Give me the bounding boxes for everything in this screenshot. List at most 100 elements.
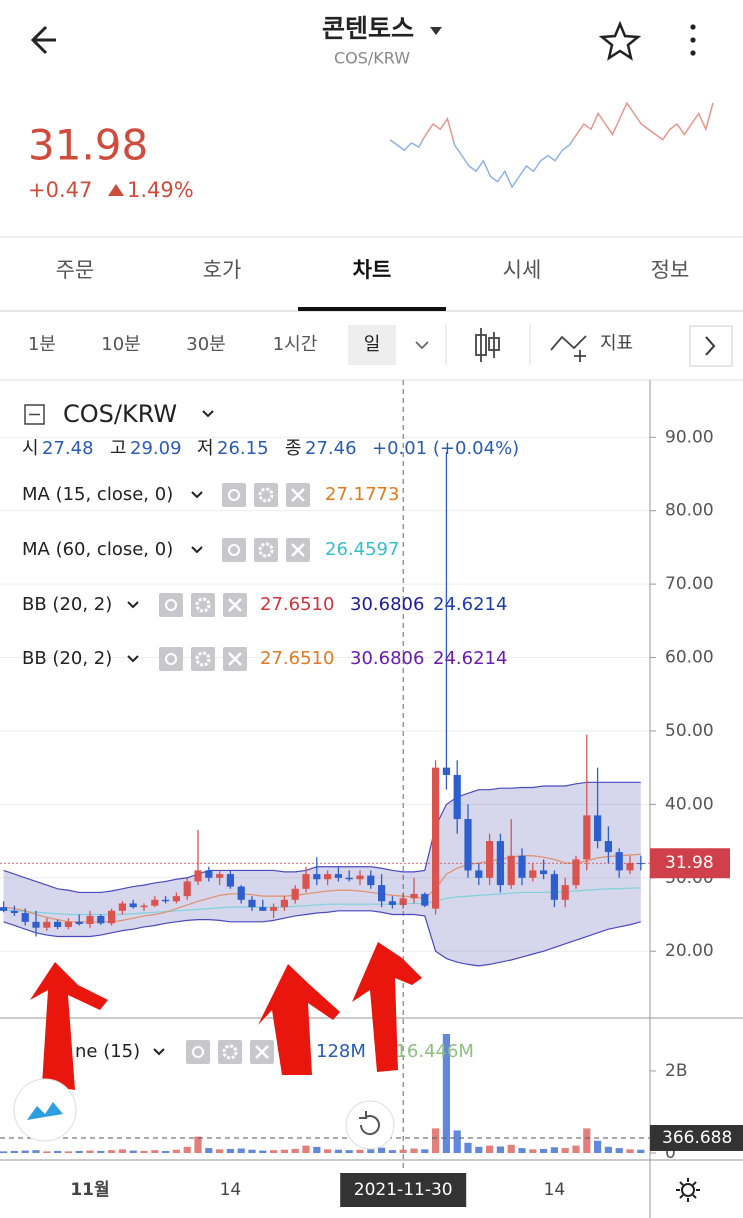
x-tick-label: 11월 [70,1180,109,1200]
volume-bar [550,1147,558,1154]
gear-icon [195,597,211,613]
tab-active[interactable]: 차트 [353,258,392,282]
eye-icon [165,599,177,611]
candle-body [496,841,504,886]
candle-body [75,921,83,925]
volume-bar [496,1146,504,1154]
indicator-control[interactable] [191,647,215,671]
volume-bar [216,1149,224,1154]
indicator-dropdown[interactable] [191,546,203,554]
volume-bar [183,1146,191,1154]
candle-body [10,910,18,914]
indicator-control[interactable] [222,483,246,507]
y-tick-label: 2B [665,1061,687,1081]
indicator-name: MA (60, close, 0) [22,539,173,560]
favorite-button[interactable] [598,20,642,61]
candle-body [64,921,72,927]
volume-bar [75,1150,83,1154]
chart-type-button[interactable] [475,328,500,362]
volume-bar [21,1150,29,1154]
price-change: +0.47 [28,178,92,202]
collapse-button[interactable] [24,404,45,425]
tab[interactable]: 시세 [503,258,542,282]
indicator-icon[interactable] [550,335,587,362]
volume-bar [151,1150,159,1154]
crosshair-date: 2021-11-30 [354,1180,453,1200]
volume-bar [97,1150,105,1154]
reset-icon [359,1111,380,1136]
candle-body [140,905,148,908]
volume-bar [324,1149,332,1154]
annotation-arrows [30,942,422,1090]
ohlc-value: 27.46 [305,438,357,459]
more-button[interactable] [690,24,696,56]
reset-button[interactable] [345,1100,395,1150]
candle-body [194,870,202,882]
volume-indicator-value: 116.446M [384,1041,474,1062]
interval-selected-bg [348,325,396,365]
plot [0,380,650,1172]
candle-body [216,874,224,878]
indicator-dropdown[interactable] [191,491,203,499]
indicator-control[interactable] [254,483,278,507]
indicator-control[interactable] [218,1040,242,1064]
eye-icon [192,1046,204,1058]
chart-style-button[interactable] [13,1078,77,1142]
volume-bar [345,1150,353,1154]
legend: 시 27.48 고 29.09 저 26.15 종 27.46 +0.01 (+0.04%) MA… [22,438,519,1064]
indicator-control[interactable] [254,538,278,562]
volume-tag [650,1124,743,1151]
ohlc-change: +0.01 (+0.04%) [372,438,519,459]
volume-bar [561,1148,569,1154]
indicator-dropdown[interactable] [127,655,139,663]
volume-bar [172,1149,180,1154]
indicator-control[interactable] [222,538,246,562]
indicator-control[interactable] [159,647,183,671]
volume-bar [237,1148,245,1154]
indicator-control[interactable] [191,593,215,617]
indicator-dropdown[interactable] [153,1048,165,1056]
indicator-value: 27.6510 [260,648,334,669]
scroll-right-button[interactable] [689,325,733,367]
sparkline [389,101,714,189]
bb-band [3,782,641,966]
ohlc-label: 종 [285,438,302,459]
settings-button[interactable] [676,1178,700,1202]
interval-dropdown[interactable] [415,341,429,350]
back-button[interactable] [30,25,56,55]
candle-body [183,881,191,897]
candle-body [507,855,515,886]
volume-bar [421,1149,429,1154]
interval-selected[interactable]: 일 [364,334,381,355]
ohlc-value: 26.15 [217,438,269,459]
candle-body [399,898,407,905]
indicator-control[interactable] [159,593,183,617]
candle-body [421,893,429,906]
volume-bar [410,1148,418,1154]
volume-bar [10,1150,18,1154]
interval[interactable]: 10분 [101,334,140,355]
tab[interactable]: 호가 [203,258,242,282]
volume-bar [0,1151,8,1154]
candle-body [540,870,548,875]
indicator-value: 24.6214 [433,594,507,615]
interval[interactable]: 30분 [186,334,225,355]
ohlc-value: 27.48 [42,438,94,459]
volume-bar [302,1145,310,1154]
indicator-value: 27.1773 [325,484,399,505]
candle-body [378,885,386,902]
candle-body [594,815,602,842]
symbol-dropdown[interactable] [202,410,214,418]
indicator-button[interactable]: 지표 [600,333,633,354]
tab[interactable]: 정보 [651,258,690,282]
indicator-name: BB (20, 2) [22,594,112,615]
volume-bar [367,1149,375,1154]
indicator-control[interactable] [186,1040,210,1064]
interval[interactable]: 1분 [28,334,56,355]
tab[interactable]: 주문 [56,258,95,282]
candle-body [529,870,537,878]
title-dropdown[interactable] [430,27,442,35]
indicator-dropdown[interactable] [127,601,139,609]
interval[interactable]: 1시간 [273,334,318,355]
ohlc-value: 29.09 [130,438,182,459]
